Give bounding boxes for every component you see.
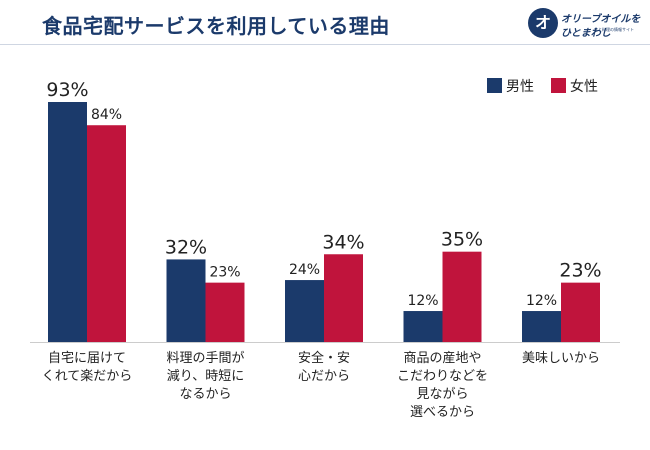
category-label-3: 商品の産地や こだわりなどを 見ながら 選べるから — [396, 351, 488, 420]
bar-female-3 — [442, 251, 482, 342]
bar-female-4 — [561, 282, 600, 342]
bar-male-2 — [285, 280, 324, 342]
value-label-male-1: 32% — [165, 236, 207, 258]
value-label-male-3: 12% — [407, 293, 438, 309]
value-label-male-2: 24% — [289, 262, 320, 278]
legend-swatch-male — [487, 78, 502, 93]
legend-swatch-female — [551, 78, 566, 93]
page-title: 食品宅配サービスを利用している理由 — [42, 14, 390, 38]
value-label-male-0: 93% — [46, 79, 88, 101]
bar-male-0 — [48, 102, 87, 342]
site-logo: オ オリーブオイルを ひとまわし 食と料理の情報サイト — [528, 8, 640, 40]
value-label-female-4: 23% — [559, 260, 601, 282]
value-label-male-4: 12% — [526, 293, 557, 309]
logo-text-line2: ひとまわし — [561, 28, 611, 39]
value-label-female-3: 35% — [441, 229, 483, 251]
bar-female-2 — [324, 254, 363, 342]
bar-female-1 — [205, 282, 245, 342]
title-divider — [0, 44, 650, 45]
category-label-1: 料理の手間が 減り、時短に なるから — [166, 351, 245, 402]
legend-label-female: 女性 — [570, 79, 598, 95]
logo-text-line3: 食と料理の情報サイト — [594, 27, 634, 32]
logo-mark-icon: オ — [528, 8, 558, 38]
bar-female-0 — [87, 125, 126, 343]
category-label-0: 自宅に届けて くれて楽だから — [41, 351, 133, 384]
bar-male-1 — [166, 259, 206, 342]
logo-text-line1: オリーブオイルを — [561, 14, 641, 25]
value-label-female-2: 34% — [322, 231, 364, 253]
category-label-2: 安全・安 心だから — [297, 351, 350, 384]
value-label-female-1: 23% — [209, 265, 240, 281]
value-label-female-0: 84% — [91, 107, 122, 123]
bar-male-4 — [522, 311, 561, 342]
category-label-4: 美味しいから — [521, 351, 600, 366]
legend-label-male: 男性 — [506, 79, 534, 95]
bar-male-3 — [403, 311, 443, 342]
